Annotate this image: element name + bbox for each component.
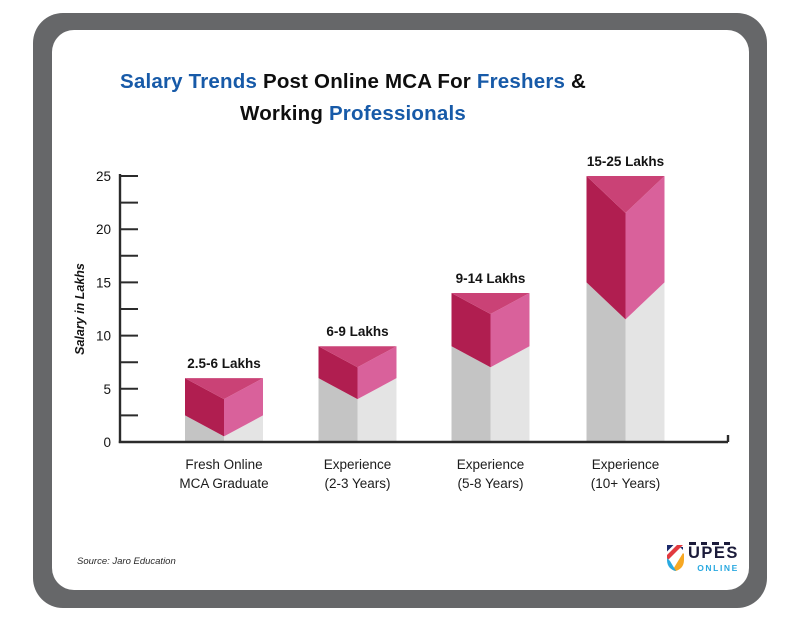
category-label: MCA Graduate xyxy=(179,476,268,491)
category-label: Experience xyxy=(457,457,525,472)
chart-title-line1: Salary Trends Post Online MCA For Freshe… xyxy=(52,66,654,98)
upes-shield-icon xyxy=(667,545,684,571)
bar-value-label: 9-14 Lakhs xyxy=(456,271,526,286)
chart-title: Salary Trends Post Online MCA For Freshe… xyxy=(52,66,654,130)
bar-value-label: 15-25 Lakhs xyxy=(587,154,664,169)
chart-title-line2: Working Professionals xyxy=(52,98,654,130)
axes: 0 5 10 15 20 25 Salary in Lakhs xyxy=(73,169,730,450)
upes-online-logo: UPES ONLINE xyxy=(667,542,739,573)
bar-1: 6-9 Lakhs Experience (2-3 Years) xyxy=(318,324,397,491)
y-tick-label: 15 xyxy=(96,275,111,290)
y-tick-label: 10 xyxy=(96,329,111,344)
bar-value-label: 2.5-6 Lakhs xyxy=(187,356,261,371)
logo-sub-text: ONLINE xyxy=(697,562,739,573)
y-tick-label: 0 xyxy=(103,435,111,450)
category-label: Experience xyxy=(324,457,392,472)
title-text: Working xyxy=(240,102,329,125)
title-accent-text: Freshers xyxy=(476,70,566,93)
category-label: Fresh Online xyxy=(185,457,262,472)
category-label: (2-3 Years) xyxy=(324,476,390,491)
y-tick-label: 20 xyxy=(96,222,111,237)
title-text: & xyxy=(565,70,587,93)
bar-value-label: 6-9 Lakhs xyxy=(326,324,388,339)
y-tick-label: 25 xyxy=(96,169,111,184)
category-label: (10+ Years) xyxy=(591,476,660,491)
category-label: (5-8 Years) xyxy=(457,476,523,491)
bar-2: 9-14 Lakhs Experience (5-8 Years) xyxy=(451,271,530,491)
logo-brand-text: UPES xyxy=(688,544,739,562)
title-accent-text: Professionals xyxy=(328,102,466,125)
bar-0: 2.5-6 Lakhs Fresh Online MCA Graduate xyxy=(179,356,268,491)
title-accent-text: Salary Trends xyxy=(119,70,258,93)
y-tick-label: 5 xyxy=(103,382,111,397)
y-axis-title: Salary in Lakhs xyxy=(73,263,87,355)
source-note: Source: Jaro Education xyxy=(77,556,176,567)
category-label: Experience xyxy=(592,457,660,472)
bar-3: 15-25 Lakhs Experience (10+ Years) xyxy=(586,154,665,491)
upes-letter-bars xyxy=(689,542,730,545)
title-text: Post Online MCA For xyxy=(257,70,477,93)
